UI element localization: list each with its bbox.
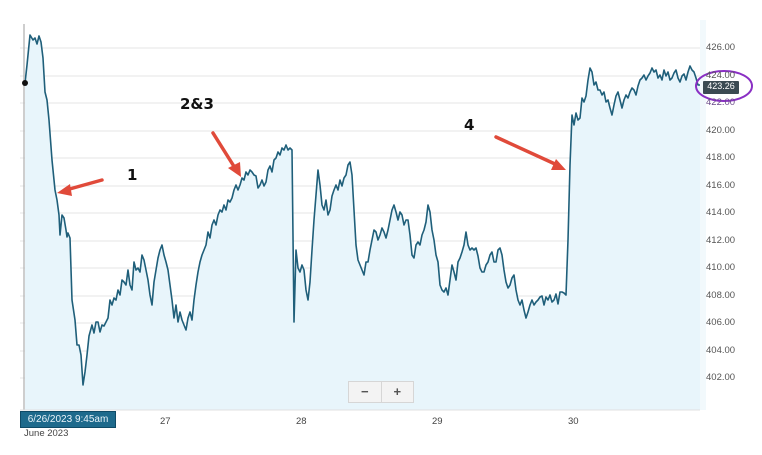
y-tick: 406.00: [706, 317, 736, 328]
y-tick: 412.00: [706, 235, 736, 246]
annotation-label-4: 4: [464, 116, 475, 134]
y-tick: 418.00: [706, 152, 736, 163]
price-tag-subtext: [703, 92, 739, 94]
y-tick: 408.00: [706, 290, 736, 301]
y-tick: 424.00: [706, 70, 736, 81]
x-tick: 27: [160, 416, 171, 427]
chart-zoom-controls: − +: [348, 381, 414, 403]
y-axis-band: [700, 20, 706, 410]
crosshair-date-badge: 6/26/2023 9:45am: [20, 411, 116, 428]
zoom-in-button[interactable]: +: [380, 382, 414, 402]
price-line: [24, 34, 700, 386]
annotation-arrows: [57, 131, 566, 196]
start-point-marker: [22, 80, 28, 86]
y-tick: 402.00: [706, 372, 736, 383]
y-tick: 404.00: [706, 345, 736, 356]
highlight-circle: [695, 70, 753, 102]
annotation-label-2-3: 2&3: [180, 95, 214, 113]
y-tick: 422.00: [706, 97, 736, 108]
y-tick: 420.00: [706, 125, 736, 136]
price-area: [25, 35, 700, 410]
x-axis-month-label: June 2023: [24, 428, 69, 439]
x-tick: 29: [432, 416, 443, 427]
y-tick: 414.00: [706, 207, 736, 218]
current-price-value: 423.26: [707, 81, 735, 91]
zoom-out-button[interactable]: −: [360, 384, 369, 399]
y-tick: 410.00: [706, 262, 736, 273]
x-tick: 28: [296, 416, 307, 427]
current-price-tag: 423.26: [703, 81, 739, 94]
x-tick: 30: [568, 416, 579, 427]
y-tick: 426.00: [706, 42, 736, 53]
y-tick: 416.00: [706, 180, 736, 191]
annotation-label-1: 1: [127, 166, 138, 184]
